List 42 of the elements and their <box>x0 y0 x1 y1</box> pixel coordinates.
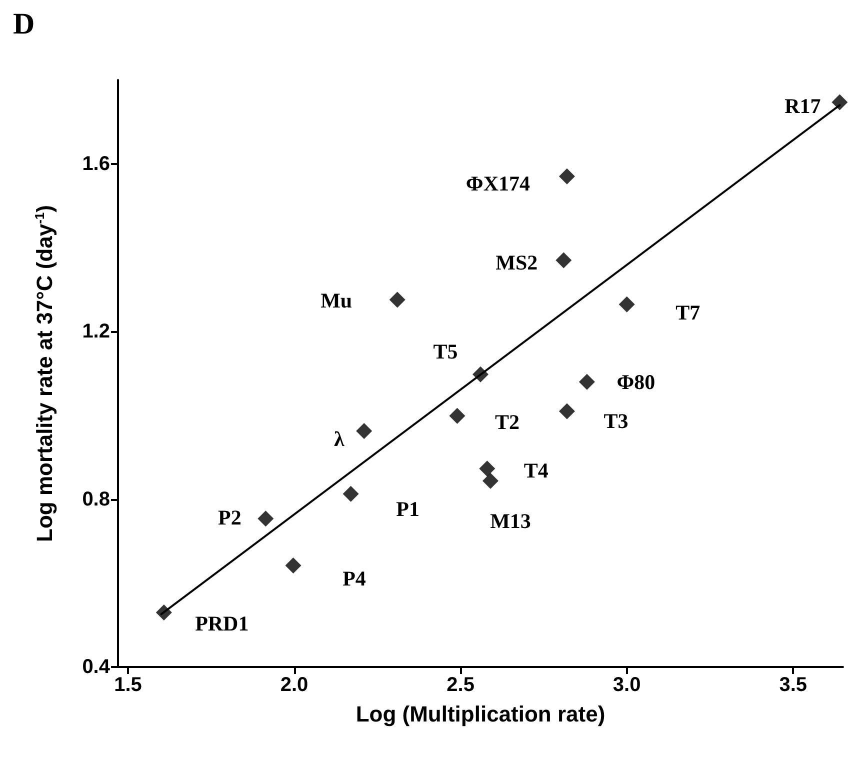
annotation: T5 <box>433 339 458 364</box>
y-tick-label: 1.6 <box>82 152 110 175</box>
point <box>342 486 359 502</box>
point <box>578 374 595 390</box>
annotation: PRD1 <box>195 611 249 636</box>
point <box>832 94 848 110</box>
point <box>482 472 498 489</box>
chart-title: D <box>13 8 35 40</box>
annotation: M13 <box>490 508 531 533</box>
point <box>558 168 575 184</box>
annotation: T7 <box>676 300 700 324</box>
annotation: R17 <box>784 94 821 118</box>
point <box>618 296 635 312</box>
x-tick-label: 3.5 <box>779 674 808 696</box>
annotation: P4 <box>342 566 366 591</box>
annotation: Mu <box>320 288 352 313</box>
annotation: MS2 <box>496 250 538 274</box>
annotation: λ <box>334 426 345 451</box>
x-axis-title: Log (Multiplication rate) <box>356 702 606 726</box>
annotation: P2 <box>218 506 242 530</box>
point <box>556 252 572 268</box>
x-tick-label: 3.0 <box>612 674 641 696</box>
x-tick-label: 2.0 <box>280 674 308 696</box>
y-tick-label: 1.2 <box>82 320 110 343</box>
point <box>479 460 496 477</box>
point <box>285 558 302 574</box>
annotation: Φ80 <box>616 370 656 394</box>
y-tick-label: 0.8 <box>82 488 110 510</box>
annotation: ΦX174 <box>466 171 531 196</box>
annotation: T2 <box>494 410 520 434</box>
point <box>449 408 466 424</box>
annotation: T4 <box>524 458 549 483</box>
x-tick-label: 1.5 <box>114 674 142 696</box>
y-tick-label: 0.4 <box>82 656 111 678</box>
point <box>258 510 274 527</box>
point <box>356 422 372 439</box>
x-tick-label: 2.5 <box>446 674 474 696</box>
annotation: P1 <box>396 496 420 521</box>
y-axis-title: Log mortality rate at 37°C (day-1) <box>32 205 57 542</box>
point <box>558 403 575 420</box>
annotation: T3 <box>604 409 628 434</box>
point <box>389 292 406 308</box>
